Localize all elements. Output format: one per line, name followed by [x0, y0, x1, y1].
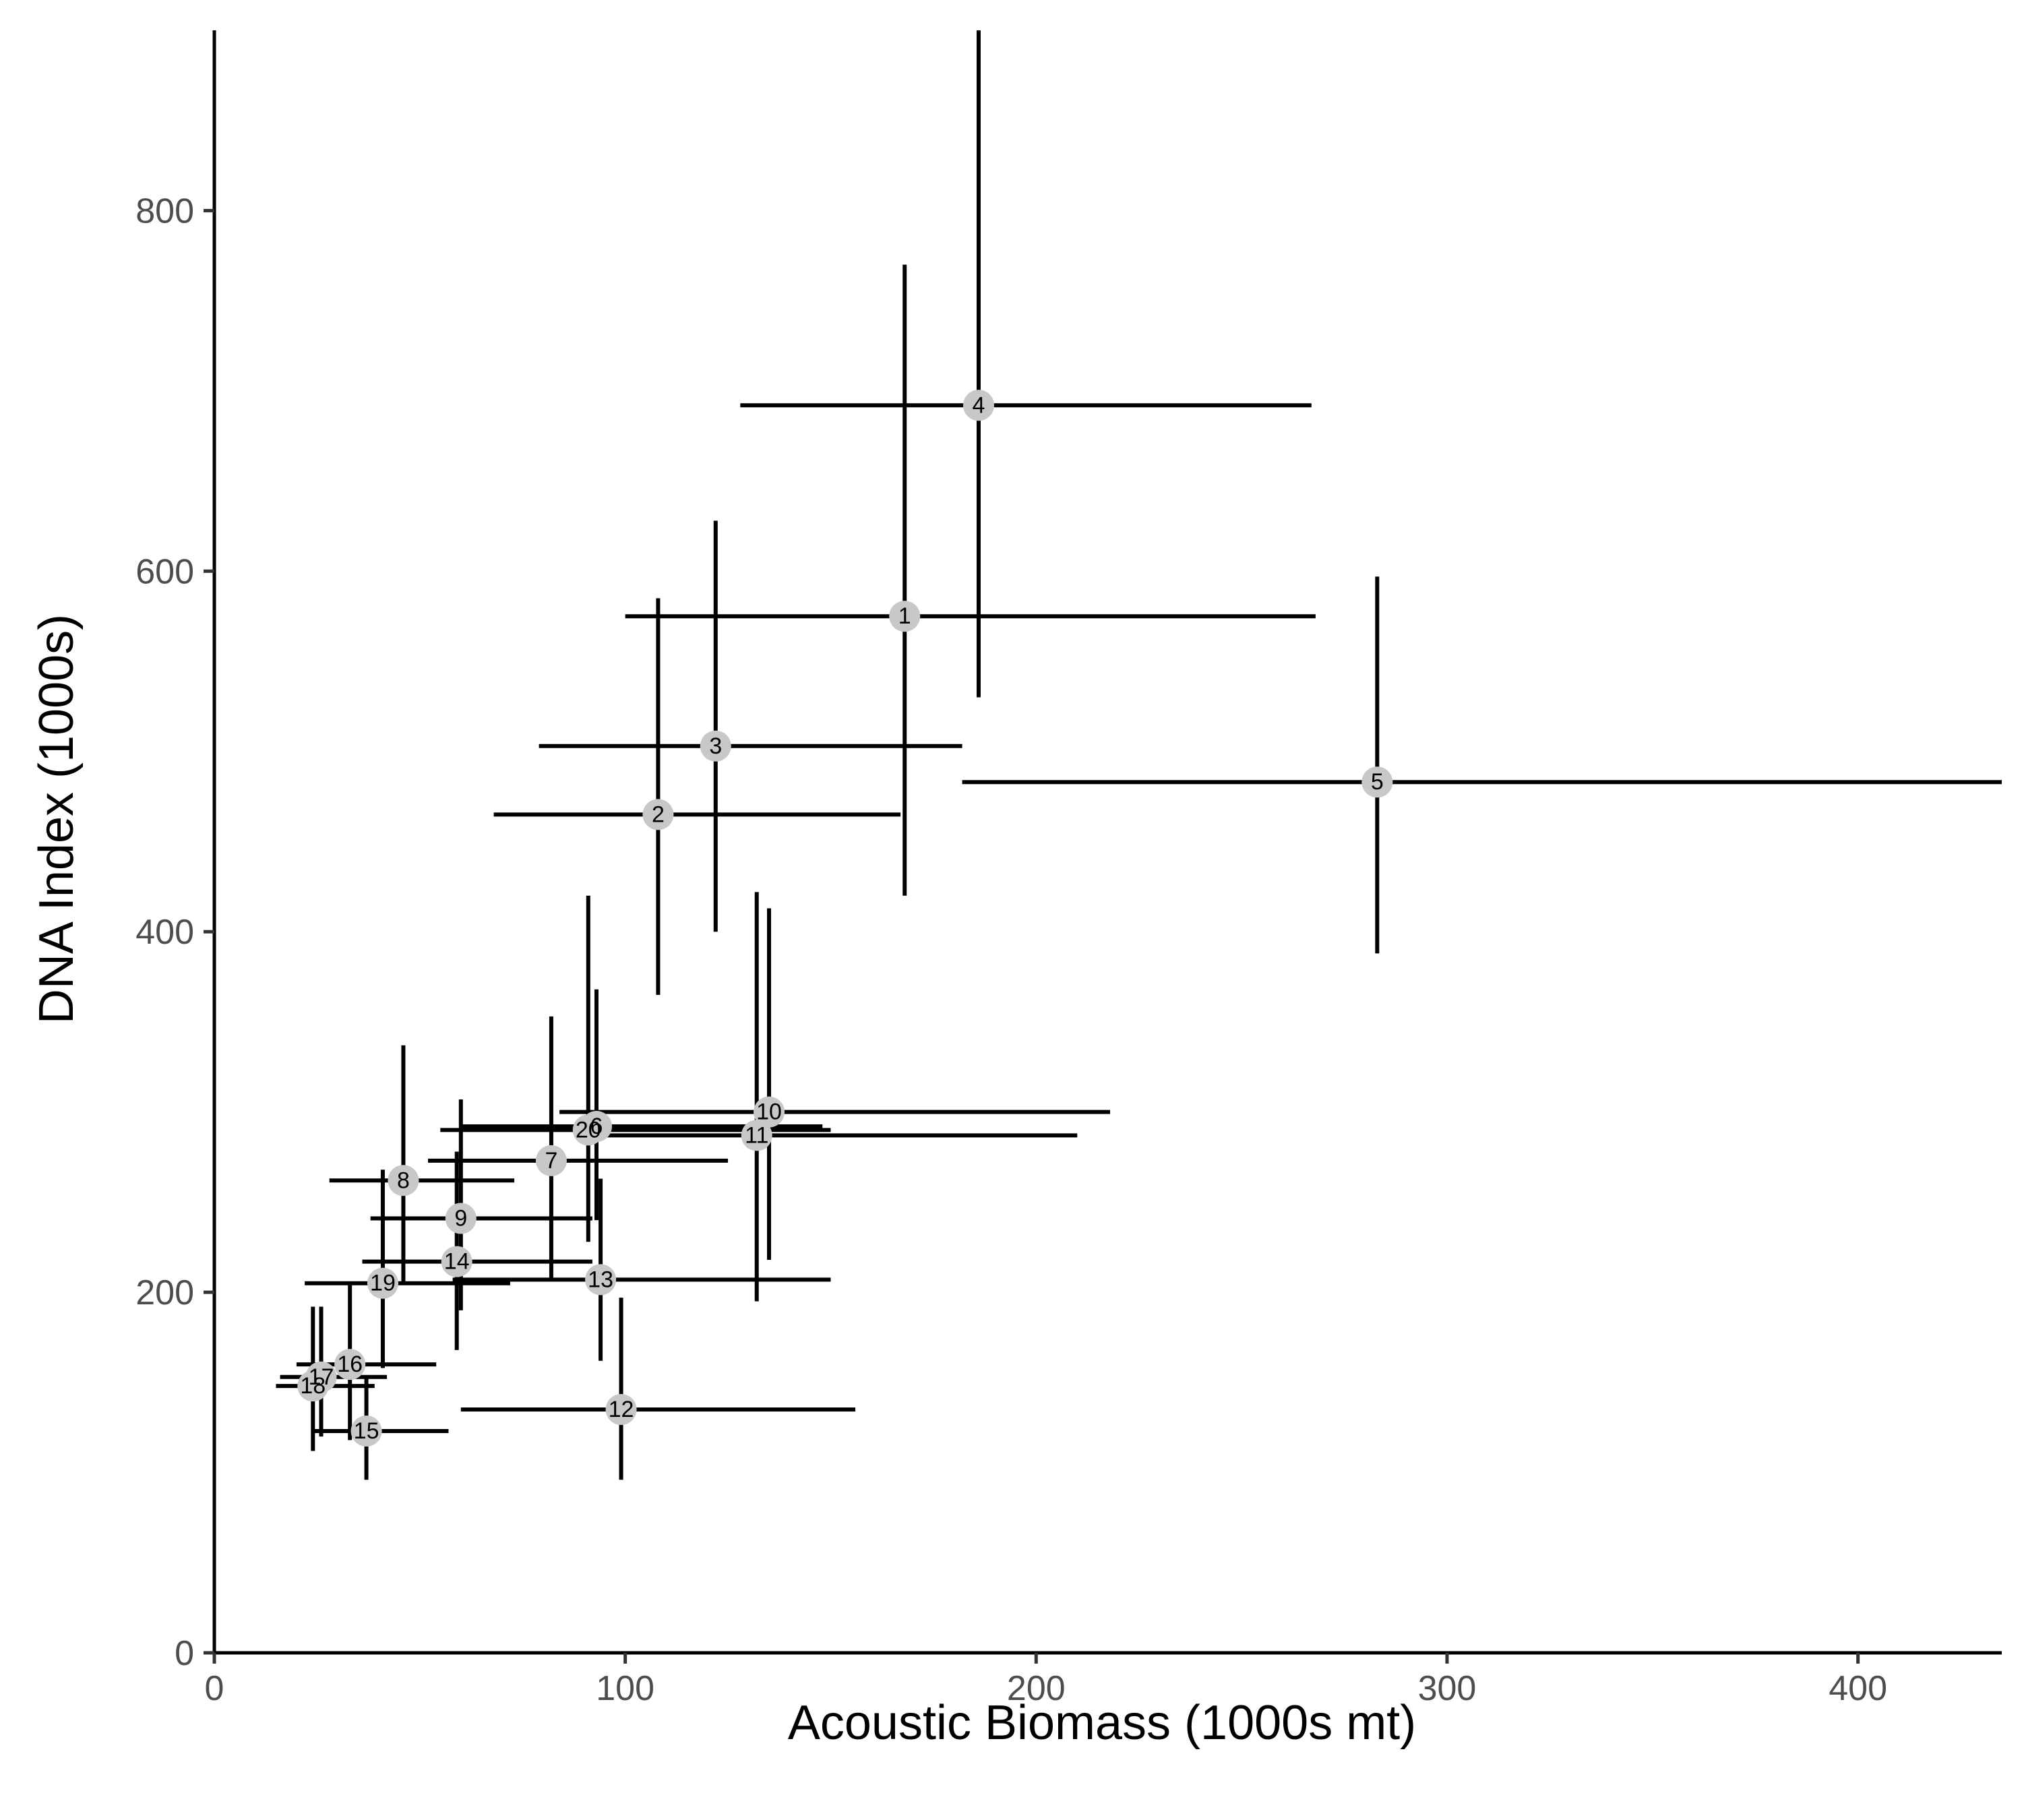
- data-point-7: [535, 1145, 567, 1176]
- x-tick-label-2: 200: [1007, 1669, 1066, 1708]
- data-point-11: [741, 1120, 772, 1151]
- point-label-16: 16: [337, 1352, 363, 1377]
- ticks-layer: 0 100 200 300 400 0 200 400 600 800: [135, 191, 1887, 1708]
- point-label-9: 9: [454, 1205, 467, 1231]
- data-point-14: [441, 1246, 472, 1277]
- data-point-16: [334, 1349, 366, 1381]
- point-label-12: 12: [609, 1397, 634, 1422]
- point-label-1: 1: [898, 603, 911, 629]
- data-point-12: [605, 1393, 637, 1425]
- data-point-3: [700, 730, 731, 762]
- data-point-13: [585, 1264, 617, 1296]
- point-label-13: 13: [588, 1267, 613, 1292]
- point-label-6: 6: [590, 1114, 603, 1139]
- data-point-19: [367, 1267, 398, 1299]
- axes-layer: [212, 30, 2002, 1655]
- data-point-1: [889, 601, 921, 632]
- point-label-3: 3: [709, 733, 722, 759]
- data-point-2: [642, 799, 674, 830]
- data-point-9: [445, 1203, 477, 1234]
- data-point-5: [1361, 766, 1393, 798]
- points-layer: [297, 390, 1393, 1447]
- y-tick-label-1: 200: [135, 1273, 194, 1312]
- point-label-7: 7: [545, 1148, 557, 1174]
- x-tick-label-1: 100: [596, 1669, 654, 1708]
- errorbars-layer: [276, 30, 2002, 1480]
- point-label-11: 11: [745, 1122, 768, 1148]
- y-tick-label-0: 0: [175, 1634, 194, 1673]
- point-label-10: 10: [756, 1099, 782, 1125]
- point-label-18: 18: [300, 1373, 326, 1399]
- data-point-10: [754, 1096, 785, 1128]
- y-tick-label-3: 600: [135, 552, 194, 591]
- point-label-2: 2: [652, 801, 665, 827]
- data-point-8: [388, 1165, 419, 1196]
- data-point-15: [350, 1416, 382, 1447]
- point-label-8: 8: [397, 1167, 410, 1193]
- x-tick-label-3: 300: [1418, 1669, 1477, 1708]
- point-label-5: 5: [1371, 769, 1384, 795]
- y-tick-label-4: 800: [135, 191, 194, 231]
- y-tick-label-2: 400: [135, 913, 194, 952]
- data-point-18: [297, 1370, 329, 1402]
- point-label-19: 19: [370, 1271, 396, 1296]
- y-axis-title: DNA Index (1000s): [30, 614, 84, 1024]
- point-label-15: 15: [354, 1418, 379, 1444]
- x-axis-title: Acoustic Biomass (1000s mt): [788, 1696, 1416, 1750]
- point-label-17: 17: [309, 1364, 334, 1390]
- x-tick-label-4: 400: [1829, 1669, 1887, 1708]
- point-label-14: 14: [444, 1249, 470, 1275]
- x-tick-label-0: 0: [205, 1669, 224, 1708]
- point-label-4: 4: [972, 392, 985, 418]
- data-point-4: [962, 390, 994, 421]
- point-label-20: 20: [576, 1117, 601, 1143]
- data-point-20: [572, 1114, 604, 1146]
